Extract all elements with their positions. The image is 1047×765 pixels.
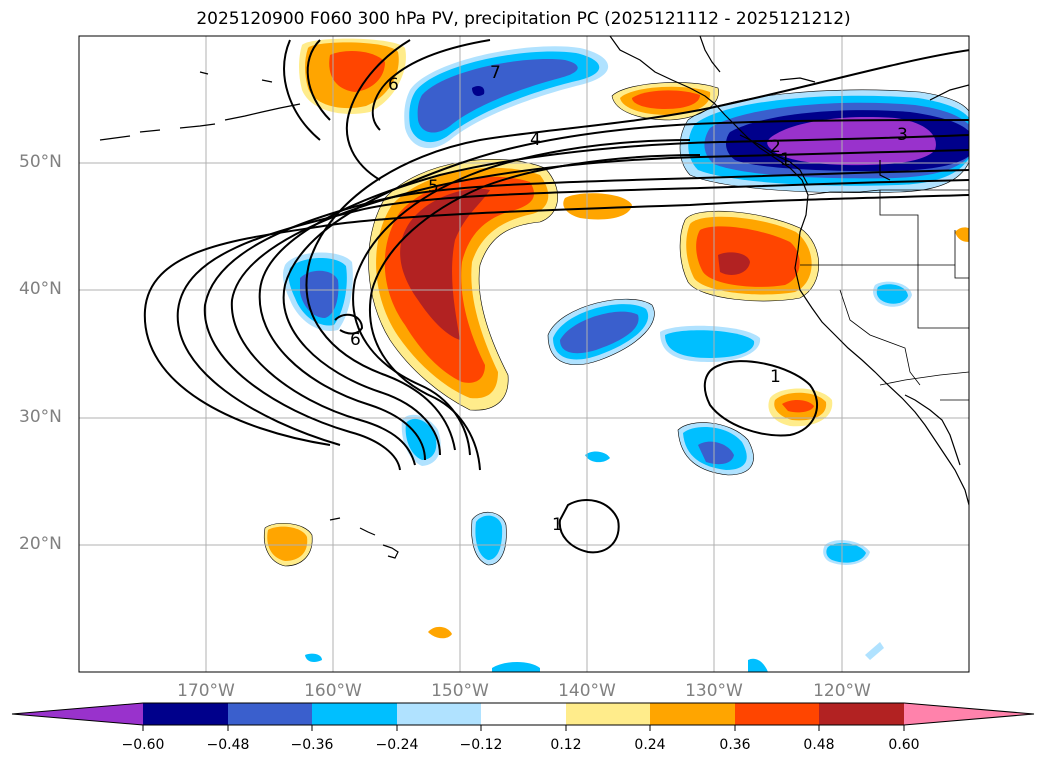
contour-label: 1	[552, 515, 563, 535]
colorbar-swatch	[566, 703, 650, 725]
lon-label-150w: 150°W	[431, 681, 489, 701]
colorbar-tick-label: 0.60	[888, 737, 920, 753]
contour-labels: 7 6 5 4 3 2 1 6 1 1	[350, 63, 908, 535]
lon-label-160w: 160°W	[304, 681, 362, 701]
political-borders	[800, 189, 969, 401]
colorbar-swatch	[312, 703, 397, 725]
colorbar-tick-label: 0.36	[719, 737, 751, 753]
colorbar-tick-label: −0.12	[459, 737, 503, 753]
lon-label-130w: 130°W	[685, 681, 743, 701]
contour-label: 2	[770, 137, 781, 157]
colorbar-swatch	[735, 703, 819, 725]
contour-label: 6	[350, 330, 361, 350]
colorbar-tick-label: 0.24	[634, 737, 666, 753]
map-title: 2025120900 F060 300 hPa PV, precipitatio…	[196, 9, 851, 29]
colorbar-swatch	[143, 703, 228, 725]
contour-label: 7	[490, 63, 501, 83]
contour-label: 5	[428, 177, 439, 197]
lon-label-120w: 120°W	[813, 681, 871, 701]
colorbar-extend-low	[12, 703, 143, 725]
colorbar-tick-label: −0.36	[290, 737, 334, 753]
map-frame	[78, 35, 970, 673]
coastlines	[99, 36, 969, 559]
lon-label-140w: 140°W	[558, 681, 616, 701]
contour-label: 4	[530, 130, 541, 150]
positive-anomaly-shading	[264, 38, 969, 639]
lat-label-30n: 30°N	[19, 407, 62, 427]
colorbar-tick-label: −0.60	[121, 737, 165, 753]
colorbar-swatch	[397, 703, 481, 725]
graticule	[79, 36, 969, 672]
colorbar-swatch	[228, 703, 312, 725]
colorbar-swatch	[819, 703, 904, 725]
colorbar-tick-label: −0.24	[375, 737, 419, 753]
contour-label: 1	[780, 150, 791, 170]
colorbar-swatch	[650, 703, 735, 725]
lat-label-40n: 40°N	[19, 279, 62, 299]
contour-label: 3	[897, 125, 908, 145]
lat-label-20n: 20°N	[19, 534, 62, 554]
lon-label-170w: 170°W	[177, 681, 235, 701]
colorbar-tick-label: 0.12	[550, 737, 582, 753]
colorbar-tick-label: −0.48	[206, 737, 250, 753]
colorbar-tick-label: 0.48	[803, 737, 835, 753]
lat-label-50n: 50°N	[19, 152, 62, 172]
colorbar	[11, 702, 1035, 731]
colorbar-swatch	[481, 703, 566, 725]
colorbar-extend-high	[904, 703, 1034, 725]
contour-label: 6	[388, 75, 399, 95]
pv-contours	[143, 39, 969, 554]
map-area: 7 6 5 4 3 2 1 6 1 1	[79, 36, 969, 672]
contour-label: 1	[770, 367, 781, 387]
